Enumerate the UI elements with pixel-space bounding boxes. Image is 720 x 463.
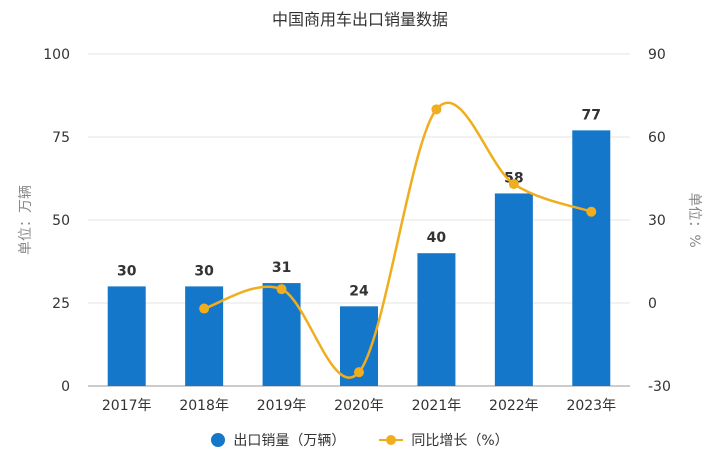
bar-data-label: 40	[427, 230, 447, 246]
legend-item-line[interactable]: 同比增长（%）	[379, 430, 509, 450]
bar-data-label: 30	[194, 263, 214, 279]
y-left-tick-label: 0	[61, 379, 70, 395]
x-tick-label: 2019年	[257, 398, 307, 414]
growth-point	[354, 367, 364, 378]
legend-bar-label: 出口销量（万辆）	[233, 433, 346, 449]
y-left-axis-title: 单位：万辆	[18, 185, 34, 255]
bar-data-label: 30	[117, 263, 137, 279]
bar	[107, 286, 146, 386]
y-left-tick-label: 25	[52, 296, 70, 312]
bar	[494, 193, 533, 386]
x-tick-label: 2018年	[179, 398, 229, 414]
y-right-tick-label: 30	[648, 213, 666, 229]
x-tick-label: 2020年	[334, 398, 384, 414]
x-tick-label: 2021年	[412, 398, 462, 414]
x-tick-label: 2022年	[489, 398, 539, 414]
y-right-tick-label: 60	[648, 130, 666, 146]
growth-point	[431, 104, 442, 115]
bar-data-label: 31	[272, 260, 291, 276]
legend: 出口销量（万辆） 同比增长（%）	[0, 430, 720, 450]
legend-item-bar[interactable]: 出口销量（万辆）	[211, 430, 345, 450]
y-right-tick-label: 90	[648, 47, 666, 63]
y-right-tick-label: 0	[648, 296, 657, 312]
growth-point	[586, 206, 597, 217]
legend-line-label: 同比增长（%）	[411, 433, 509, 449]
y-left-tick-label: 100	[43, 47, 70, 63]
bar	[262, 283, 301, 386]
x-tick-label: 2017年	[102, 398, 152, 414]
bar-data-label: 77	[582, 107, 601, 123]
growth-point	[276, 284, 287, 295]
y-left-tick-label: 75	[52, 130, 70, 146]
legend-bar-marker	[211, 433, 226, 447]
bar	[185, 286, 224, 386]
bar	[572, 130, 611, 386]
bar-data-label: 58	[504, 170, 523, 186]
growth-point	[199, 303, 210, 314]
growth-line	[203, 101, 592, 379]
x-tick-label: 2023年	[566, 398, 616, 414]
y-left-tick-label: 50	[52, 213, 70, 229]
growth-point	[508, 179, 519, 190]
y-right-tick-label: -30	[648, 379, 671, 395]
bar-data-label: 24	[349, 283, 369, 299]
bar	[417, 253, 456, 386]
chart-title: 中国商用车出口销量数据	[271, 10, 448, 29]
y-right-axis-title: 单位：%	[686, 192, 702, 247]
legend-line-marker	[379, 433, 404, 447]
